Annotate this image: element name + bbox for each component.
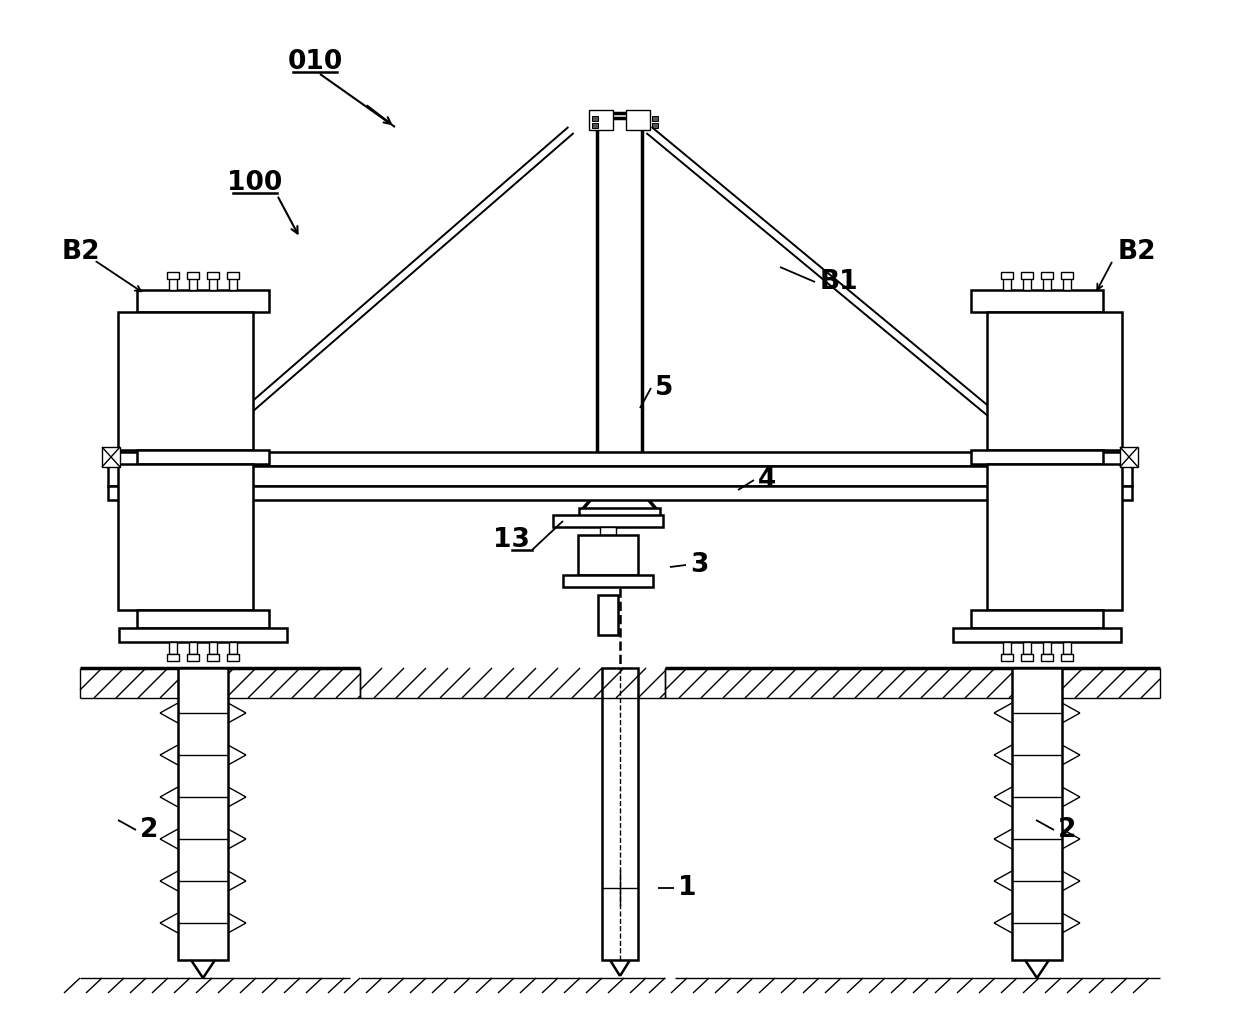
Bar (1063, 276, 1071, 290)
Bar (167, 272, 179, 279)
Bar (591, 116, 598, 121)
Text: 4: 4 (758, 467, 776, 494)
Bar (652, 116, 658, 121)
Bar (1061, 272, 1073, 279)
Bar (600, 527, 616, 535)
Text: 1: 1 (678, 875, 697, 901)
Bar (187, 654, 198, 661)
Bar (971, 610, 1104, 628)
Bar (118, 312, 253, 450)
Text: B1: B1 (820, 269, 858, 295)
Bar (1120, 447, 1138, 467)
Text: 2: 2 (140, 817, 159, 843)
Bar (118, 464, 253, 610)
Bar (179, 668, 228, 960)
Bar (579, 508, 660, 522)
Bar (207, 654, 219, 661)
Bar (136, 610, 269, 628)
Bar (102, 447, 120, 467)
Text: B2: B2 (1118, 239, 1157, 265)
Text: 100: 100 (227, 170, 283, 196)
Bar (563, 575, 653, 587)
Bar (987, 312, 1122, 450)
Bar (136, 290, 269, 312)
Bar (578, 535, 639, 575)
Text: 2: 2 (1058, 817, 1076, 843)
Bar (210, 642, 217, 654)
Bar (1063, 642, 1071, 654)
Bar (108, 452, 1132, 466)
Bar (1003, 642, 1011, 654)
Bar (1021, 272, 1033, 279)
Text: 3: 3 (689, 552, 708, 578)
Bar (652, 123, 658, 128)
Bar (1023, 276, 1030, 290)
Bar (598, 595, 618, 635)
Bar (229, 276, 237, 290)
Bar (167, 654, 179, 661)
Bar (169, 276, 177, 290)
Bar (954, 628, 1121, 642)
Text: B2: B2 (62, 239, 100, 265)
Bar (987, 464, 1122, 610)
Text: 13: 13 (494, 527, 529, 553)
Bar (188, 642, 197, 654)
Bar (210, 276, 217, 290)
Bar (207, 272, 219, 279)
Bar (591, 123, 598, 128)
Bar (108, 486, 1132, 500)
Bar (596, 118, 642, 492)
Text: 5: 5 (655, 374, 673, 401)
Bar (108, 466, 1132, 486)
Bar (136, 450, 269, 464)
Bar (1001, 272, 1013, 279)
Bar (1012, 668, 1061, 960)
Bar (169, 642, 177, 654)
Bar (1042, 272, 1053, 279)
Bar (971, 450, 1104, 464)
Bar (1042, 654, 1053, 661)
Bar (1043, 276, 1052, 290)
Bar (1043, 642, 1052, 654)
Bar (188, 276, 197, 290)
Bar (1061, 654, 1073, 661)
Bar (119, 628, 286, 642)
Bar (227, 272, 239, 279)
Bar (971, 290, 1104, 312)
Bar (1001, 654, 1013, 661)
Bar (589, 110, 613, 130)
Bar (1021, 654, 1033, 661)
Bar (227, 654, 239, 661)
Bar (1023, 642, 1030, 654)
Text: 010: 010 (288, 49, 342, 75)
Bar (601, 668, 639, 960)
Bar (229, 642, 237, 654)
Bar (1003, 276, 1011, 290)
Bar (187, 272, 198, 279)
Bar (626, 110, 650, 130)
Bar (553, 515, 663, 527)
